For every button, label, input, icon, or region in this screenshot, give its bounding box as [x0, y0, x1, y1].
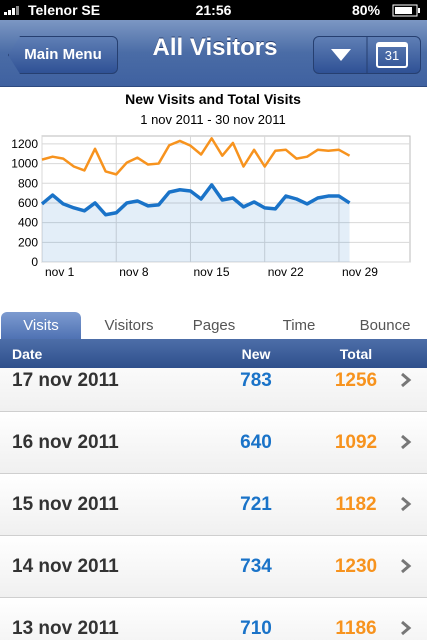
cell: 16 nov 2011 — [12, 432, 119, 453]
carrier: Telenor SE — [28, 2, 101, 18]
column-header: Date — [12, 346, 43, 362]
chart-subtitle: 1 nov 2011 - 30 nov 2011 — [140, 112, 286, 127]
y-tick-label: 0 — [31, 255, 38, 269]
table-row[interactable]: 15 nov 2011 721 1182 — [0, 474, 427, 536]
x-tick-label: nov 22 — [268, 265, 304, 279]
chevron — [401, 620, 412, 636]
tab[interactable]: Pages — [192, 317, 236, 334]
y-tick-label: 1200 — [11, 137, 38, 151]
table-row[interactable]: 16 nov 2011 640 1092 — [0, 412, 427, 474]
signal-icon — [4, 6, 19, 15]
cell: 640 — [240, 432, 272, 453]
cell: 1256 — [334, 370, 378, 391]
chart-title: New Visits and Total Visits — [125, 91, 301, 107]
tab[interactable]: Visits — [1, 312, 81, 339]
x-tick-label: nov 29 — [342, 265, 378, 279]
status-bar: Telenor SE 21:56 80% — [0, 0, 427, 20]
chevron — [401, 434, 412, 450]
tab[interactable]: Visitors — [104, 317, 154, 334]
battery-level: 80% — [352, 2, 381, 18]
toolbar-buttons: 31 — [313, 36, 421, 74]
cell: 13 nov 2011 — [12, 618, 119, 639]
back-button[interactable]: Main Menu — [8, 36, 118, 74]
y-tick-label: 600 — [18, 196, 38, 210]
chevron — [401, 558, 412, 574]
y-tick-label: 200 — [18, 235, 38, 249]
calendar-button[interactable]: 31 — [376, 42, 408, 68]
table-header: Date New Total — [0, 339, 427, 368]
tab[interactable]: Time — [282, 317, 316, 334]
chevron — [401, 496, 412, 512]
chart: New Visits and Total Visits 1 nov 2011 -… — [11, 91, 411, 279]
chevron — [401, 372, 412, 388]
nav-bar: Main Menu All Visitors 31 — [0, 20, 427, 87]
y-tick-label: 1000 — [11, 157, 38, 171]
column-header: Total — [339, 346, 373, 362]
tab[interactable]: Bounce — [359, 317, 411, 334]
cell: 15 nov 2011 — [12, 494, 119, 515]
clock: 21:56 — [195, 2, 232, 18]
cell: 721 — [240, 494, 272, 515]
tab-bar: Visits Visitors Pages Time Bounce — [0, 312, 427, 339]
cell: 1092 — [334, 432, 378, 453]
x-tick-label: nov 15 — [193, 265, 229, 279]
cell: 17 nov 2011 — [12, 370, 119, 391]
series-line — [41, 137, 351, 176]
y-tick-label: 400 — [18, 216, 38, 230]
cell: 1182 — [335, 494, 377, 515]
area-fill — [42, 184, 350, 262]
column-header: New — [241, 346, 271, 362]
series-line — [40, 183, 351, 217]
x-tick-label: nov 1 — [45, 265, 75, 279]
table-row[interactable]: 14 nov 2011 734 1230 — [0, 536, 427, 598]
cell: 734 — [240, 556, 272, 577]
x-tick-label: nov 8 — [119, 265, 149, 279]
cell: 1230 — [334, 556, 378, 577]
cell: 710 — [240, 618, 272, 639]
cell: 1186 — [335, 618, 377, 639]
nav-title: All Visitors — [152, 34, 278, 61]
cell: 14 nov 2011 — [12, 556, 119, 577]
dropdown-button[interactable] — [314, 37, 368, 73]
battery-icon — [392, 4, 420, 17]
cell: 783 — [240, 370, 272, 391]
y-tick-label: 800 — [18, 176, 38, 190]
table-row[interactable]: 13 nov 2011 710 1186 — [0, 598, 427, 640]
